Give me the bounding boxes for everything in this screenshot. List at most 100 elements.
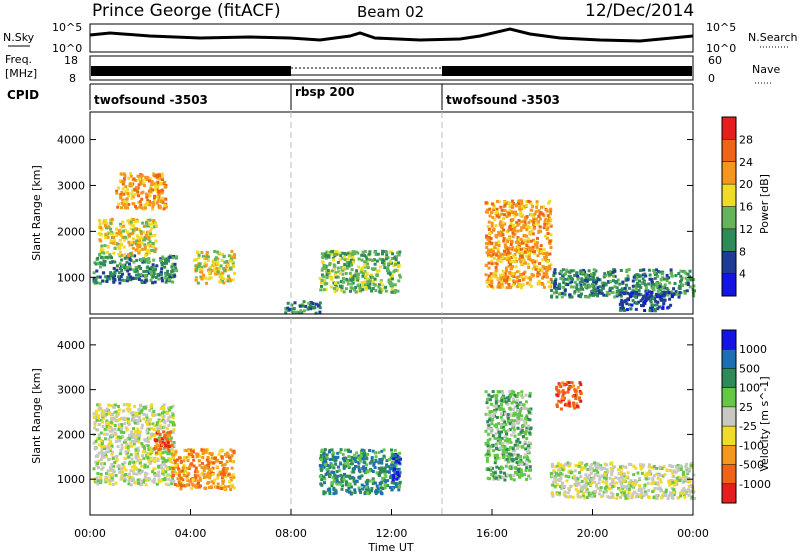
range-gate-cell — [393, 283, 397, 287]
range-gate-cell — [518, 282, 522, 286]
range-gate-cell — [489, 431, 493, 435]
range-gate-cell — [117, 404, 120, 408]
range-gate-cell — [332, 451, 336, 455]
range-gate-cell — [519, 202, 523, 206]
range-gate-cell — [200, 251, 204, 254]
range-gate-cell — [200, 473, 204, 476]
range-gate-cell — [519, 210, 523, 214]
range-gate-cell — [519, 237, 523, 241]
range-gate-cell — [522, 247, 525, 250]
range-gate-cell — [350, 282, 354, 286]
range-gate-cell — [385, 257, 389, 261]
range-gate-cell — [487, 468, 491, 471]
range-gate-cell — [171, 477, 175, 481]
range-gate-cell — [656, 289, 660, 293]
range-gate-cell — [106, 445, 110, 449]
range-gate-cell — [525, 215, 529, 218]
range-gate-cell — [171, 421, 175, 425]
range-gate-cell — [625, 308, 629, 312]
range-gate-cell — [361, 466, 365, 470]
range-gate-cell — [492, 249, 495, 253]
range-gate-cell — [573, 477, 577, 481]
range-gate-cell — [171, 468, 175, 472]
range-gate-cell — [328, 450, 331, 454]
range-gate-cell — [353, 458, 357, 462]
range-gate-cell — [657, 305, 661, 309]
range-gate-cell — [115, 454, 119, 458]
range-gate-cell — [166, 431, 170, 435]
range-gate-cell — [155, 482, 159, 486]
range-gate-cell — [647, 268, 651, 272]
range-gate-cell — [516, 223, 520, 227]
range-gate-cell — [534, 267, 538, 271]
range-gate-cell — [127, 462, 131, 466]
range-gate-cell — [138, 471, 142, 475]
range-gate-cell — [149, 405, 153, 409]
range-gate-cell — [107, 437, 111, 441]
scatter-region-3 — [193, 249, 237, 285]
range-gate-cell — [552, 271, 556, 275]
range-gate-cell — [118, 247, 122, 251]
range-gate-cell — [528, 248, 532, 252]
range-gate-cell — [667, 291, 671, 295]
range-gate-cell — [118, 277, 121, 281]
range-gate-cell — [349, 278, 353, 282]
range-gate-cell — [530, 272, 534, 276]
range-gate-cell — [526, 237, 530, 241]
range-gate-cell — [187, 479, 191, 483]
range-gate-cell — [231, 278, 235, 282]
range-gate-cell — [621, 306, 625, 310]
range-gate-cell — [571, 476, 575, 480]
range-gate-cell — [600, 474, 604, 478]
range-gate-cell — [497, 200, 501, 204]
range-gate-cell — [105, 432, 109, 436]
range-gate-cell — [647, 282, 651, 286]
range-gate-cell — [677, 468, 680, 472]
range-gate-cell — [526, 240, 530, 244]
range-gate-cell — [129, 441, 133, 445]
range-gate-cell — [128, 265, 132, 269]
range-gate-cell — [335, 470, 339, 474]
range-gate-cell — [191, 477, 195, 481]
y-tick-label: 1000 — [57, 271, 85, 284]
range-gate-cell — [390, 488, 394, 492]
range-gate-cell — [492, 394, 496, 398]
range-gate-cell — [360, 448, 364, 452]
range-gate-cell — [497, 215, 501, 219]
range-gate-cell — [503, 471, 506, 475]
range-gate-cell — [153, 474, 157, 478]
range-gate-cell — [609, 491, 613, 495]
range-gate-cell — [487, 254, 491, 258]
range-gate-cell — [593, 278, 597, 282]
range-gate-cell — [121, 182, 125, 186]
range-gate-cell — [684, 492, 688, 496]
range-gate-cell — [611, 481, 615, 485]
nave-tick-top: 60 — [708, 54, 722, 67]
range-gate-cell — [619, 306, 623, 310]
range-gate-cell — [387, 458, 391, 461]
range-gate-cell — [98, 253, 102, 257]
range-gate-cell — [171, 440, 175, 444]
range-gate-cell — [516, 426, 520, 430]
range-gate-cell — [158, 437, 162, 441]
range-gate-cell — [103, 432, 106, 436]
range-gate-cell — [663, 473, 667, 477]
range-gate-cell — [512, 430, 516, 434]
range-gate-cell — [134, 452, 138, 456]
range-gate-cell — [220, 253, 224, 256]
range-gate-cell — [581, 493, 585, 497]
range-gate-cell — [513, 405, 517, 409]
range-gate-cell — [529, 231, 533, 235]
range-gate-cell — [642, 280, 646, 284]
range-gate-cell — [171, 430, 175, 434]
range-gate-cell — [592, 287, 596, 291]
range-gate-cell — [180, 460, 184, 463]
range-gate-cell — [100, 244, 104, 248]
range-gate-cell — [311, 302, 315, 305]
range-gate-cell — [505, 458, 509, 461]
range-gate-cell — [147, 459, 151, 463]
range-gate-cell — [492, 227, 496, 231]
range-gate-cell — [314, 302, 318, 306]
range-gate-cell — [621, 493, 624, 497]
range-gate-cell — [486, 278, 490, 281]
